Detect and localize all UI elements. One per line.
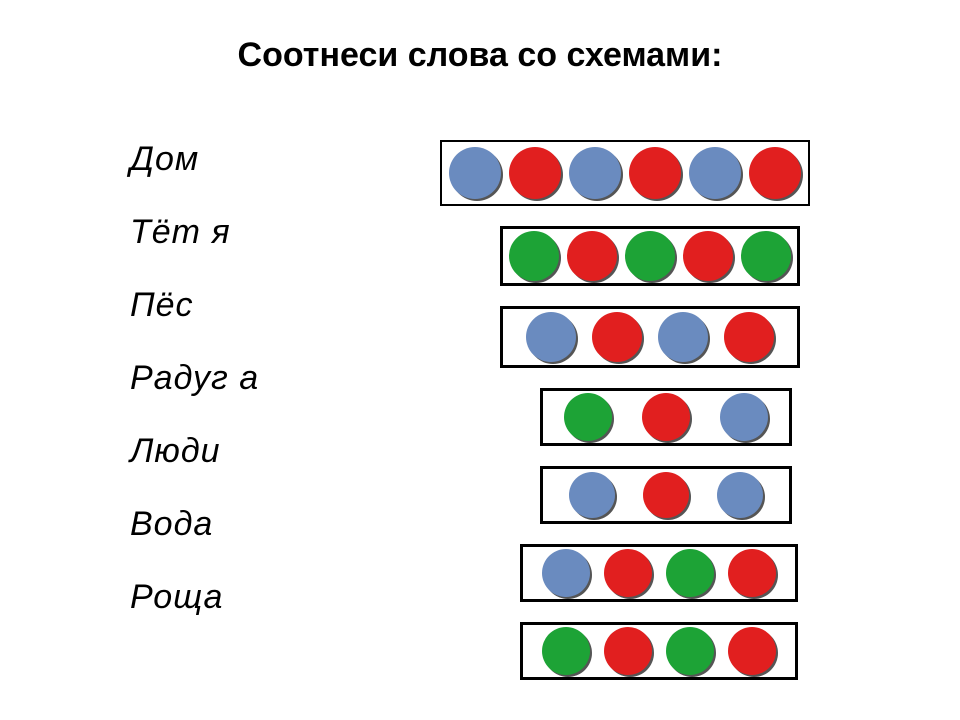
- scheme-circle: [592, 312, 642, 362]
- scheme-circle: [666, 627, 714, 675]
- word-item: Радуг а: [130, 359, 259, 398]
- scheme-circle: [720, 393, 768, 441]
- scheme-circle: [625, 231, 675, 281]
- scheme-box: [500, 226, 800, 286]
- scheme-circle: [724, 312, 774, 362]
- scheme-box: [520, 544, 798, 602]
- scheme-box: [540, 388, 792, 446]
- page: Соотнеси слова со схемами: Дом Тёт я Пёс Ра…: [0, 0, 960, 720]
- scheme-circle: [728, 627, 776, 675]
- scheme-box: [500, 306, 800, 368]
- scheme-circle: [689, 147, 741, 199]
- word-item: Роща: [130, 578, 259, 617]
- scheme-circle: [569, 147, 621, 199]
- scheme-circle: [643, 472, 689, 518]
- word-item: Тёт я: [130, 213, 259, 252]
- word-list: Дом Тёт я Пёс Радуг а Люди Вода Роща: [130, 140, 259, 617]
- scheme-circle: [567, 231, 617, 281]
- scheme-circle: [717, 472, 763, 518]
- scheme-circle: [509, 147, 561, 199]
- word-item: Вода: [130, 505, 259, 544]
- scheme-circle: [642, 393, 690, 441]
- word-item: Пёс: [130, 286, 259, 325]
- scheme-circle: [564, 393, 612, 441]
- word-item: Люди: [130, 432, 259, 471]
- scheme-circle: [683, 231, 733, 281]
- scheme-circle: [604, 549, 652, 597]
- scheme-box: [440, 140, 810, 206]
- scheme-circle: [666, 549, 714, 597]
- scheme-circle: [741, 231, 791, 281]
- scheme-circle: [658, 312, 708, 362]
- scheme-circle: [542, 549, 590, 597]
- scheme-circle: [569, 472, 615, 518]
- scheme-circle: [728, 549, 776, 597]
- scheme-box: [520, 622, 798, 680]
- scheme-circle: [542, 627, 590, 675]
- scheme-circle: [509, 231, 559, 281]
- scheme-circle: [526, 312, 576, 362]
- scheme-box: [540, 466, 792, 524]
- scheme-circle: [629, 147, 681, 199]
- page-title: Соотнеси слова со схемами:: [0, 36, 960, 75]
- scheme-circle: [749, 147, 801, 199]
- word-item: Дом: [130, 140, 259, 179]
- scheme-circle: [449, 147, 501, 199]
- scheme-circle: [604, 627, 652, 675]
